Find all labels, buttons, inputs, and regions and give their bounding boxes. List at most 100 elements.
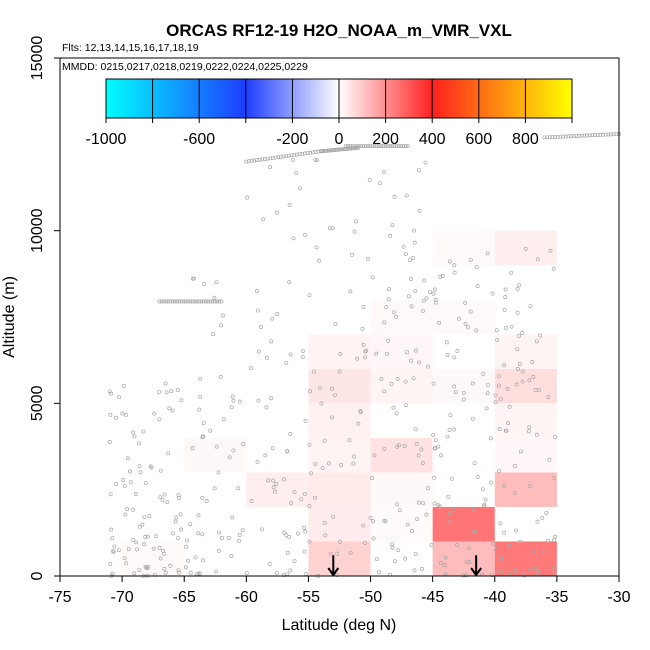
track-point <box>181 299 186 304</box>
track-point <box>368 144 373 149</box>
heatmap-cell <box>370 437 433 473</box>
track-point <box>390 545 395 550</box>
heatmap-cell <box>370 472 433 507</box>
track-point <box>274 482 279 486</box>
track-point <box>470 381 475 386</box>
heatmap-cell <box>308 506 371 542</box>
track-point <box>411 256 415 261</box>
track-point <box>164 390 169 395</box>
colorbar-dividers <box>105 79 573 118</box>
track-point <box>163 570 168 575</box>
track-point <box>107 440 112 444</box>
track-point <box>480 487 485 492</box>
track-point <box>257 157 262 162</box>
track-point <box>114 415 119 420</box>
track-point <box>328 551 333 556</box>
track-point <box>260 527 265 532</box>
track-point <box>255 158 259 163</box>
track-point <box>390 144 395 149</box>
track-point <box>291 157 296 162</box>
track-point <box>165 500 170 505</box>
track-point <box>217 299 222 304</box>
track-point <box>216 470 221 475</box>
heatmap-cells <box>122 230 557 576</box>
track-point <box>493 393 498 398</box>
track-point <box>531 549 536 553</box>
track-point <box>540 515 545 520</box>
track-point <box>237 399 242 404</box>
track-point <box>329 415 334 420</box>
track-point <box>484 406 489 411</box>
track-point <box>601 132 605 137</box>
track-point <box>198 571 202 576</box>
track-point <box>409 358 413 363</box>
track-point <box>185 538 189 543</box>
track-point <box>166 451 171 456</box>
track-point <box>383 144 388 149</box>
track-point <box>313 495 318 500</box>
track-point <box>125 507 130 512</box>
track-point <box>363 540 368 545</box>
track-point <box>500 557 505 562</box>
track-point <box>237 538 241 543</box>
track-point <box>319 401 324 406</box>
track-point <box>212 295 217 300</box>
track-point <box>217 530 221 535</box>
track-point <box>417 360 422 365</box>
track-point <box>153 534 158 539</box>
track-point <box>318 149 323 154</box>
track-point <box>409 304 414 309</box>
track-point <box>210 299 215 304</box>
track-point <box>485 391 490 396</box>
track-point <box>389 381 394 386</box>
track-point <box>300 349 305 353</box>
track-point <box>496 383 501 388</box>
track-point <box>281 477 286 482</box>
track-point <box>278 154 283 159</box>
track-point <box>552 475 557 480</box>
x-tick-label: -65 <box>173 589 196 606</box>
track-point <box>406 294 411 299</box>
track-point <box>186 558 190 563</box>
track-point <box>507 570 511 575</box>
track-point <box>330 226 335 231</box>
y-tick-label: 5000 <box>29 385 46 421</box>
track-point <box>170 408 175 413</box>
track-point <box>109 391 113 396</box>
track-point <box>244 571 249 576</box>
track-point <box>452 427 457 432</box>
track-point <box>555 134 560 139</box>
track-point <box>370 275 375 280</box>
track-point <box>175 388 180 393</box>
track-point <box>481 371 486 376</box>
track-point <box>200 532 205 537</box>
track-point <box>427 289 432 294</box>
track-point <box>126 547 131 552</box>
track-point <box>175 299 180 304</box>
track-point <box>453 390 458 394</box>
track-point <box>110 549 115 554</box>
track-point <box>264 355 269 360</box>
track-point <box>533 570 538 575</box>
track-point <box>431 433 436 438</box>
track-point <box>132 434 137 439</box>
track-point <box>463 300 468 305</box>
track-point <box>145 534 150 539</box>
track-point <box>270 316 275 321</box>
track-point <box>374 557 379 561</box>
track-point <box>419 447 424 452</box>
track-point <box>390 542 395 547</box>
track-point <box>571 134 576 139</box>
track-point <box>307 539 312 544</box>
track-point <box>147 514 152 519</box>
track-point <box>483 497 488 502</box>
track-point <box>168 299 173 304</box>
track-point <box>137 464 142 469</box>
track-point <box>348 550 353 555</box>
track-point <box>158 495 163 500</box>
track-point <box>412 240 417 245</box>
track-point <box>550 135 555 140</box>
track-point <box>611 132 616 137</box>
track-point <box>474 265 479 270</box>
track-point <box>538 333 543 338</box>
